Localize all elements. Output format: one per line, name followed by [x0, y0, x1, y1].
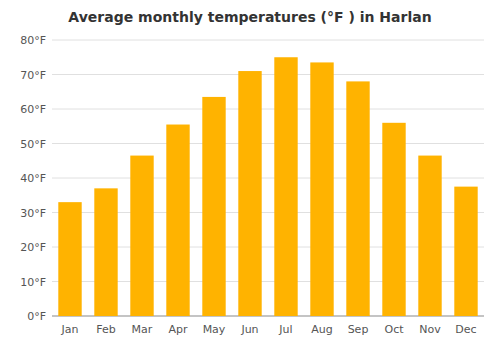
bar: [94, 188, 117, 316]
x-tick-label: Mar: [132, 323, 153, 336]
bar: [418, 156, 441, 316]
chart: Average monthly temperatures (°F ) in Ha…: [0, 0, 500, 350]
y-tick-label: 80°F: [20, 34, 46, 47]
bar: [238, 71, 261, 316]
x-tick-label: Apr: [168, 323, 188, 336]
y-tick-label: 30°F: [20, 207, 46, 220]
y-tick-label: 10°F: [20, 276, 46, 289]
x-tick-label: Aug: [311, 323, 332, 336]
bar: [454, 187, 477, 316]
bar: [130, 156, 153, 316]
bar: [346, 81, 369, 316]
y-tick-label: 20°F: [20, 241, 46, 254]
x-tick-label: Jul: [278, 323, 292, 336]
y-tick-label: 40°F: [20, 172, 46, 185]
x-tick-label: Oct: [384, 323, 404, 336]
y-tick-label: 70°F: [20, 69, 46, 82]
x-tick-label: Jun: [240, 323, 258, 336]
y-tick-label: 60°F: [20, 103, 46, 116]
title: Average monthly temperatures (°F ) in Ha…: [68, 9, 431, 25]
bar: [382, 123, 405, 316]
grid-line: [52, 74, 484, 75]
bar: [58, 202, 81, 316]
x-tick-label: May: [203, 323, 226, 336]
x-tick-label: Jan: [61, 323, 79, 336]
bar: [310, 62, 333, 316]
x-tick-label: Dec: [455, 323, 476, 336]
chart-container: Average monthly temperatures (°F ) in Ha…: [0, 0, 500, 350]
bar: [274, 57, 297, 316]
grid-line: [52, 143, 484, 144]
x-tick-label: Nov: [419, 323, 441, 336]
y-axis: 0°F 10°F 20°F 30°F 40°F 50°F 60°F 70°F 80°F: [20, 34, 484, 323]
y-tick-label: 50°F: [20, 138, 46, 151]
bars: [58, 57, 477, 316]
grid-line: [52, 109, 484, 110]
grid-line: [52, 40, 484, 41]
y-tick-label: 0°F: [27, 310, 46, 323]
bar: [166, 125, 189, 316]
x-tick-label: Sep: [348, 323, 369, 336]
x-tick-label: Feb: [96, 323, 115, 336]
bar: [202, 97, 225, 316]
x-axis: Jan Feb Mar Apr May Jun Jul Aug Sep Oct Nov Dec: [61, 323, 477, 336]
